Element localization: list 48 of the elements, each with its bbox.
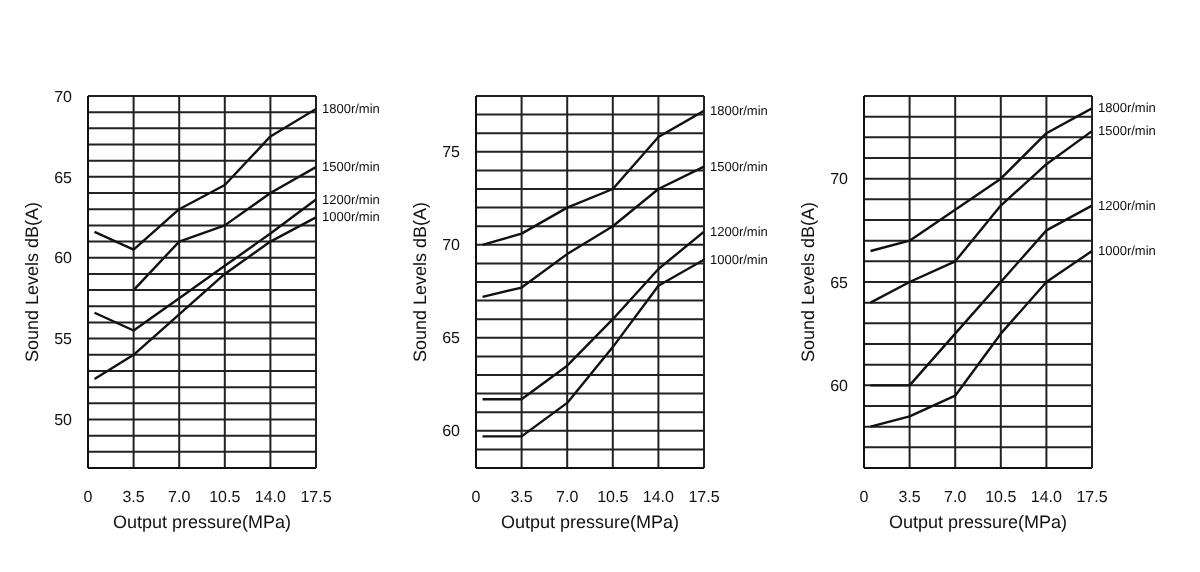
- x-tick-label: 10.5: [209, 488, 242, 506]
- y-tick-label: 65: [830, 273, 850, 292]
- line-series: [93, 107, 316, 251]
- x-tick-label: 17.5: [300, 488, 333, 506]
- y-tick-label: 70: [54, 87, 74, 106]
- x-tick-label: 3.5: [510, 488, 534, 506]
- x-tick-label: 14.0: [642, 488, 676, 506]
- y-tick-label: 70: [830, 170, 850, 189]
- x-tick-label: 17.5: [1076, 488, 1109, 506]
- y-tick-label: 50: [54, 411, 74, 430]
- y-tick-label: 55: [54, 330, 74, 349]
- x-axis-title: Output pressure(MPa): [112, 512, 292, 532]
- x-tick-label: 14.0: [254, 488, 288, 506]
- line-series: [481, 258, 704, 438]
- y-tick-label: 60: [830, 377, 850, 396]
- x-tick-label: 7.0: [168, 488, 192, 506]
- line-series: [481, 109, 704, 246]
- y-axis-title: Sound Levels dB(A): [410, 201, 431, 362]
- x-axis-title: Output pressure(MPa): [888, 512, 1068, 532]
- line-series: [869, 129, 1092, 304]
- x-tick-label: 0: [471, 488, 482, 506]
- line-series: [869, 107, 1092, 253]
- y-axis-title: Sound Levels dB(A): [22, 201, 43, 362]
- x-tick-label: 0: [859, 488, 870, 506]
- y-tick-label: 60: [54, 249, 74, 268]
- x-tick-label: 10.5: [985, 488, 1018, 506]
- x-tick-label: 7.0: [556, 488, 580, 506]
- line-series: [869, 249, 1092, 428]
- y-tick-label: 70: [442, 236, 462, 255]
- line-series: [481, 230, 704, 401]
- line-series: [93, 216, 316, 381]
- x-tick-label: 14.0: [1030, 488, 1064, 506]
- x-tick-label: 0: [83, 488, 94, 506]
- y-tick-label: 60: [442, 422, 462, 441]
- x-tick-label: 3.5: [898, 488, 922, 506]
- x-tick-label: 17.5: [688, 488, 721, 506]
- y-axis-title: Sound Levels dB(A): [798, 201, 819, 362]
- line-series: [93, 198, 316, 332]
- y-tick-label: 65: [442, 329, 462, 348]
- x-tick-label: 3.5: [122, 488, 146, 506]
- line-series: [481, 165, 704, 299]
- x-axis-title: Output pressure(MPa): [500, 512, 680, 532]
- line-series: [869, 204, 1092, 387]
- x-tick-label: 7.0: [944, 488, 968, 506]
- y-tick-label: 65: [54, 168, 74, 187]
- x-tick-label: 10.5: [597, 488, 630, 506]
- line-series: [132, 165, 316, 292]
- y-tick-label: 75: [442, 143, 462, 162]
